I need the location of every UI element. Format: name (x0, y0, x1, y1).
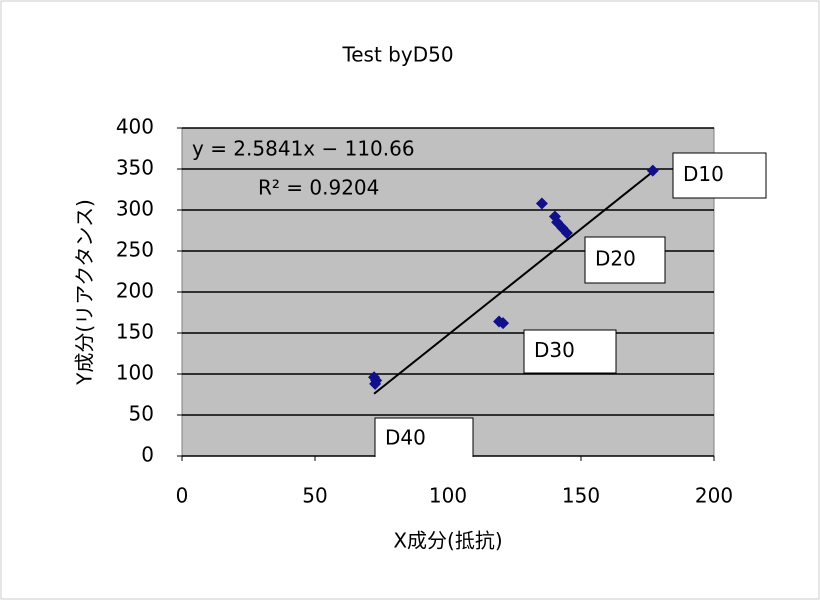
point (560, 226, 573, 239)
trend-r2: R² = 0.9204 (258, 176, 379, 200)
annotation: D30 (534, 338, 575, 362)
annotation-box (672, 152, 767, 199)
annotation: D40 (385, 426, 426, 450)
y-tick-label: 250 (116, 238, 154, 262)
x-tick-label: 50 (302, 484, 327, 508)
point (370, 374, 383, 387)
point (535, 197, 548, 210)
y-tick-label: 150 (116, 320, 154, 344)
x-axis-label: X成分(抵抗) (393, 529, 502, 553)
x-tick-label: 200 (695, 484, 733, 508)
y-tick-label: 300 (116, 197, 154, 221)
point (646, 164, 659, 177)
trendline (373, 170, 654, 395)
annotation-box (584, 236, 666, 284)
annotation-box (523, 329, 617, 374)
trend-equation: y = 2.5841x − 110.66 (192, 137, 415, 161)
y-tick-label: 50 (129, 402, 154, 426)
x-tick-label: 0 (176, 484, 189, 508)
y-tick-label: 350 (116, 156, 154, 180)
y-tick-label: 400 (116, 115, 154, 139)
y-tick-label: 200 (116, 279, 154, 303)
y-axis-label: Y成分(リアクタンス) (73, 199, 97, 386)
annotation: D20 (595, 247, 636, 271)
mask (360, 457, 490, 477)
y-tick-label: 0 (141, 443, 154, 467)
annotation: D10 (683, 162, 724, 186)
chart-title: Test byD50 (341, 43, 453, 67)
y-tick-label: 100 (116, 361, 154, 385)
point (497, 317, 510, 330)
x-tick-label: 100 (429, 484, 467, 508)
x-tick-label: 150 (562, 484, 600, 508)
